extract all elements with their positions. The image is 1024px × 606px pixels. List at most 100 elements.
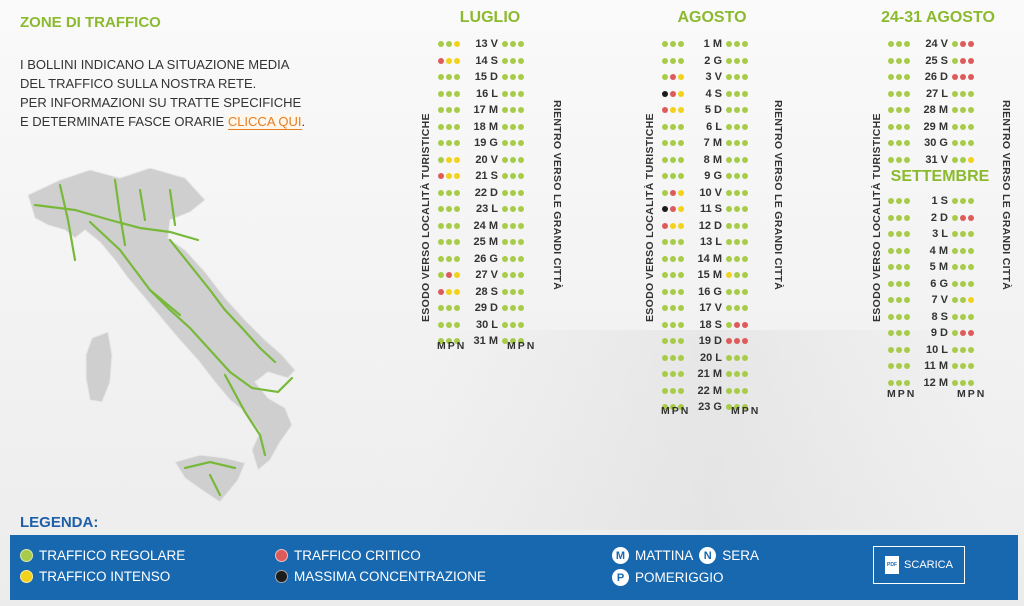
green-dot-icon (518, 206, 524, 213)
green-dot-icon (446, 305, 452, 312)
green-dot-icon (670, 173, 676, 180)
green-dot-icon (510, 222, 516, 229)
calendar-row: 24 V (888, 36, 978, 53)
calendar-date: 26 G (474, 252, 498, 265)
green-dot-icon (726, 156, 732, 163)
traffic-dots (502, 338, 528, 345)
green-dot-icon (438, 321, 444, 328)
green-dot-icon (446, 74, 452, 81)
calendar-row: 27 V (438, 267, 528, 284)
green-dot-icon (662, 74, 668, 81)
calendar-date: 29 M (923, 120, 948, 133)
traffic-dots (502, 156, 528, 163)
calendar-date: 27 V (475, 269, 498, 282)
green-dot-icon (888, 198, 894, 205)
traffic-dots (502, 206, 528, 213)
calendar-row: 19 G (438, 135, 528, 152)
traffic-dots (662, 140, 688, 147)
calendar-row: 13 L (662, 234, 752, 251)
traffic-dots (726, 74, 752, 81)
calendar-date: 20 L (699, 351, 722, 364)
traffic-dots (438, 156, 464, 163)
calendar-row: 5 M (888, 259, 978, 276)
green-dot-icon (678, 156, 684, 163)
green-dot-icon (888, 346, 894, 353)
traffic-dots (952, 280, 978, 287)
green-dot-icon (726, 189, 732, 196)
scarica-pdf-button[interactable]: PDF SCARICA (873, 546, 965, 584)
yellow-dot-icon (454, 288, 460, 295)
calendar-date: 7 V (931, 294, 948, 307)
calendar-date: 9 G (704, 170, 722, 183)
calendar-date: 14 S (475, 54, 498, 67)
green-dot-icon (670, 387, 676, 394)
green-dot-icon (742, 156, 748, 163)
calendar-date: 18 S (699, 318, 722, 331)
calendar-row: 26 D (888, 69, 978, 86)
traffic-dots (888, 57, 914, 64)
red-dot-icon (438, 57, 444, 64)
calendar-date: 13 V (475, 38, 498, 51)
red-dot-icon (952, 74, 958, 81)
traffic-dots (726, 156, 752, 163)
green-dot-icon (518, 57, 524, 64)
green-dot-icon (518, 288, 524, 295)
calendar-date: 7 M (703, 137, 722, 150)
esodo-label-fine-agosto: ESODO VERSO LOCALITÀ TURISTICHE (871, 113, 883, 322)
green-dot-icon (438, 41, 444, 48)
clicca-qui-link[interactable]: CLICCA QUI (227, 114, 302, 130)
green-dot-icon (438, 338, 444, 345)
traffic-dots (726, 321, 752, 328)
green-dot-icon (446, 206, 452, 213)
green-dot-icon (726, 41, 732, 48)
green-dot-icon (952, 140, 958, 147)
green-dot-icon (888, 330, 894, 337)
traffic-dots (662, 41, 688, 48)
traffic-dots (726, 354, 752, 361)
green-dot-icon (662, 305, 668, 312)
traffic-dots (502, 272, 528, 279)
green-dot-icon (968, 346, 974, 353)
green-dot-icon (896, 231, 902, 238)
green-dot-icon (888, 379, 894, 386)
green-dot-icon (960, 297, 966, 304)
red-dot-icon (734, 321, 740, 328)
traffic-dots (662, 239, 688, 246)
green-dot-icon (518, 74, 524, 81)
traffic-dots (726, 404, 752, 411)
green-dot-icon (952, 107, 958, 114)
traffic-dots (952, 198, 978, 205)
traffic-dots (952, 156, 978, 163)
green-dot-icon (510, 255, 516, 262)
green-dot-icon (952, 280, 958, 287)
green-dot-icon (518, 107, 524, 114)
green-dot-icon (952, 330, 958, 337)
traffic-dots (726, 107, 752, 114)
green-dot-icon (662, 140, 668, 147)
green-dot-icon (896, 363, 902, 370)
month-title-settembre: SETTEMBRE (890, 168, 990, 185)
traffic-dots (502, 239, 528, 246)
legend-intenso: TRAFFICO INTENSO (20, 569, 170, 584)
green-dot-icon (662, 404, 668, 411)
green-dot-icon (670, 321, 676, 328)
mpn-rientro-agosto: MPN (731, 405, 761, 417)
green-dot-icon (518, 173, 524, 180)
green-dot-icon (438, 206, 444, 213)
green-dot-icon (742, 189, 748, 196)
calendar-row: 8 M (662, 152, 752, 169)
green-dot-icon (888, 231, 894, 238)
red-dot-icon (662, 107, 668, 114)
red-dot-icon (670, 189, 676, 196)
green-dot-icon (742, 173, 748, 180)
green-dot-icon (896, 140, 902, 147)
green-dot-icon (518, 41, 524, 48)
green-dot-icon (518, 140, 524, 147)
green-dot-icon (904, 231, 910, 238)
traffic-dots (502, 255, 528, 262)
calendar-date: 1 M (703, 38, 722, 51)
green-dot-icon (518, 272, 524, 279)
mpn-rientro-settembre: MPN (957, 388, 987, 400)
traffic-dots (662, 107, 688, 114)
traffic-dots (952, 247, 978, 254)
